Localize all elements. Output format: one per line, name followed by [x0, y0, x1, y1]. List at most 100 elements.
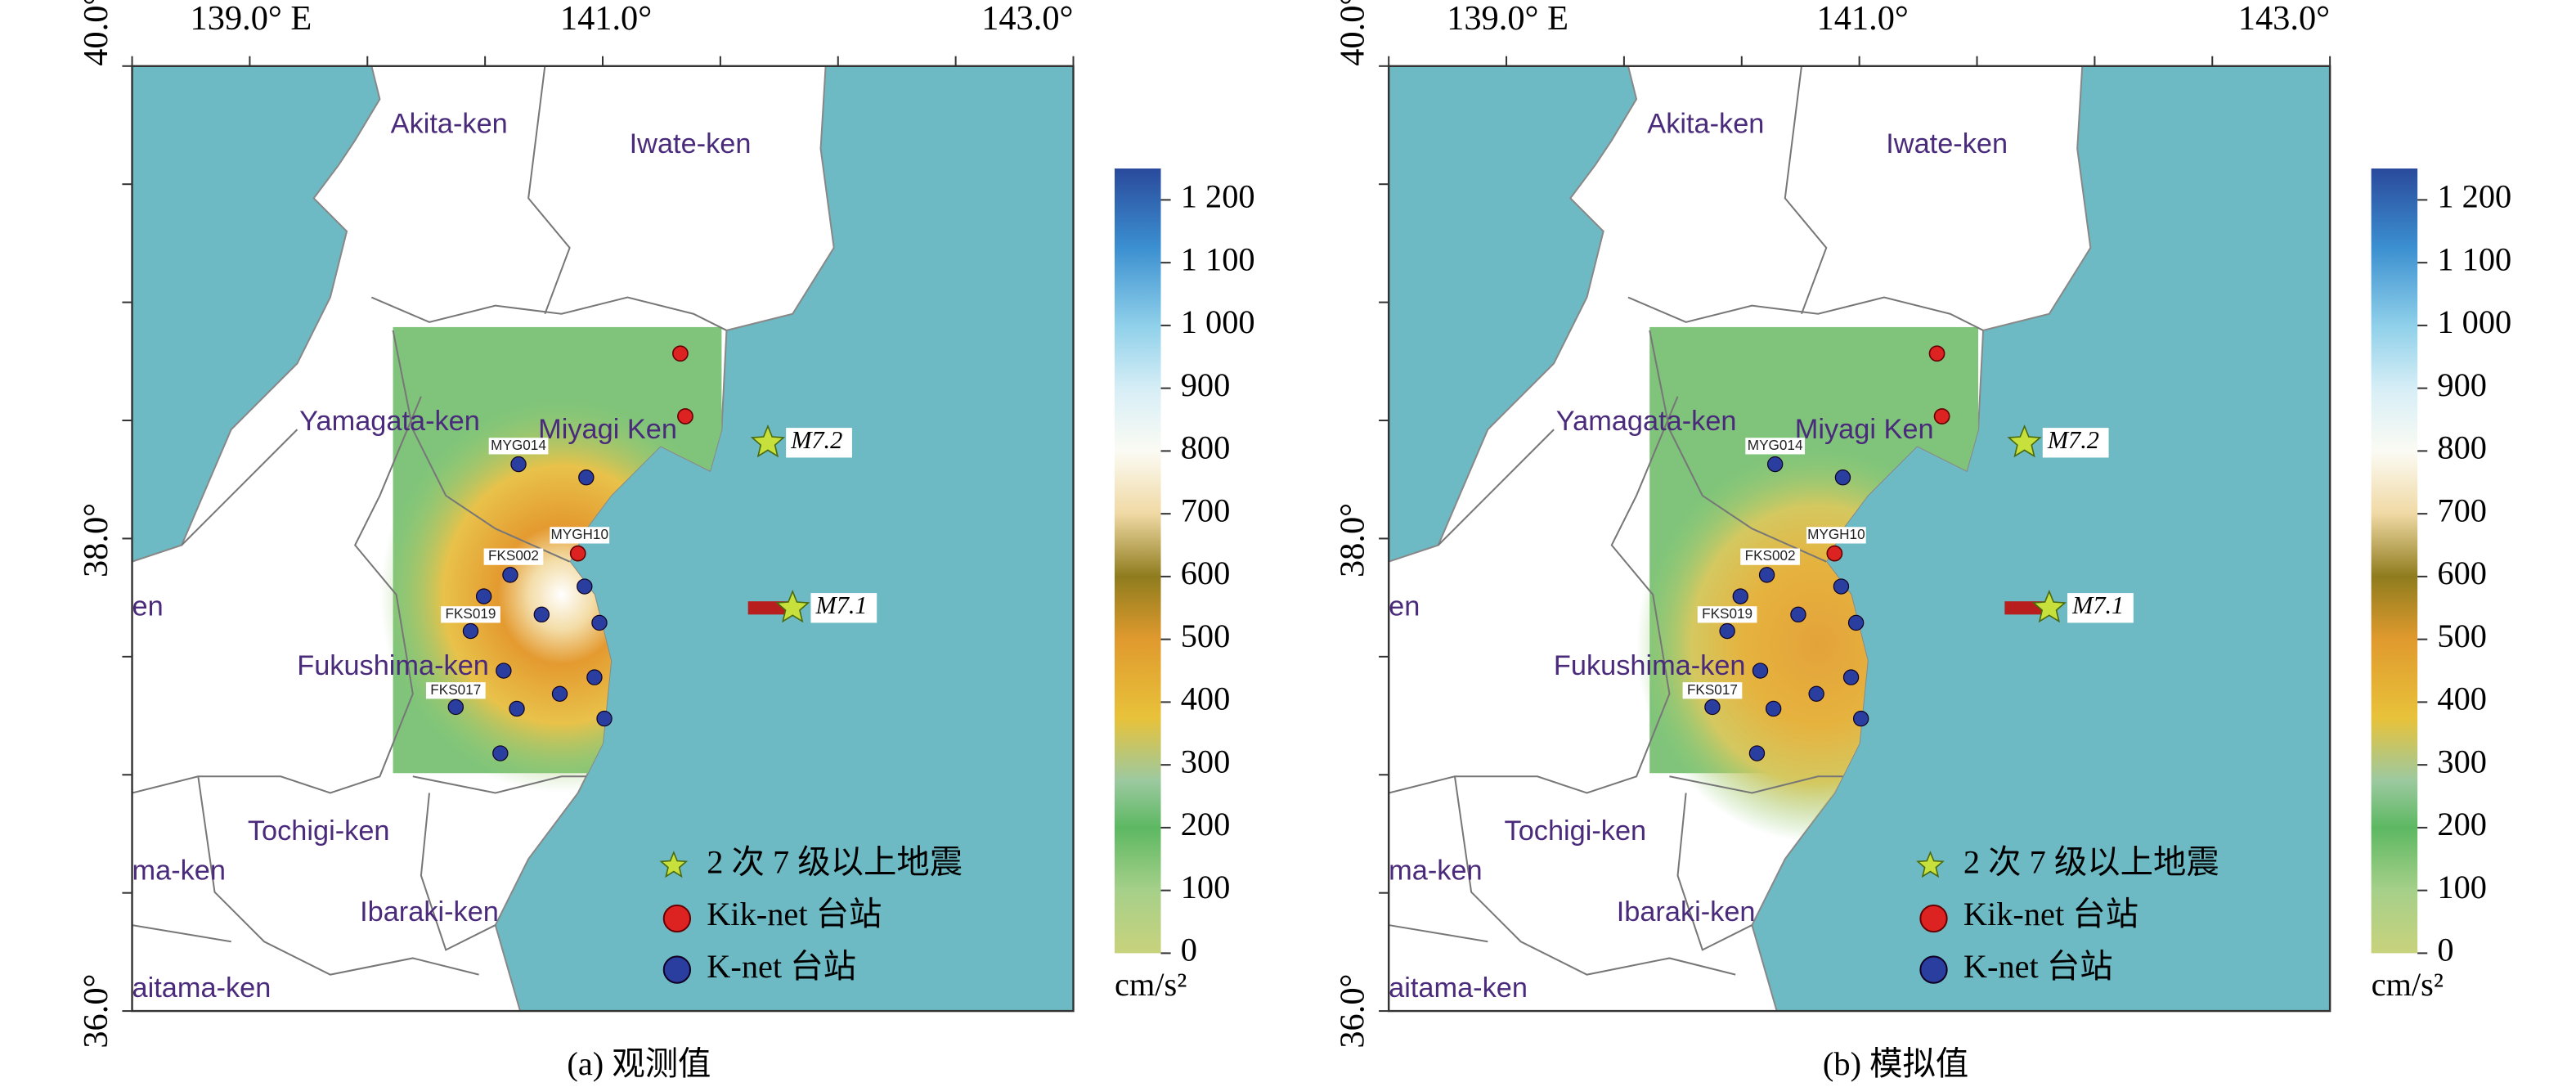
legend-label: K-net 台站	[707, 948, 856, 985]
station-label: FKS017	[430, 681, 481, 698]
prefecture-border	[1389, 396, 1679, 794]
station-label-box	[1740, 548, 1800, 565]
region-label: Iwate-ken	[1886, 128, 2008, 159]
station-label: MYG014	[491, 437, 546, 453]
legend-label: Kik-net 台站	[707, 896, 882, 932]
colorbar-label: 500	[2437, 618, 2487, 654]
prefecture-border	[370, 296, 727, 331]
colorbar	[2371, 168, 2418, 954]
station-label: FKS019	[1702, 605, 1752, 622]
k-net-station	[1765, 700, 1782, 717]
lat-label: 40.0° N	[77, 0, 115, 66]
colorbar-label: 1 000	[1181, 303, 1255, 340]
kik-net-station	[1826, 545, 1843, 562]
k-net-station	[1752, 663, 1769, 679]
earthquake-star	[750, 424, 786, 458]
legend-knet	[1919, 955, 1948, 984]
colorbar-label: 300	[2437, 743, 2487, 779]
station-label: FKS017	[1687, 681, 1738, 698]
colorbar-label: 0	[2437, 932, 2453, 968]
legend-label: 2 次 7 级以上地震	[707, 844, 963, 881]
prefecture-border	[412, 775, 586, 794]
station-label-box	[1697, 606, 1757, 623]
prefecture-border	[392, 330, 571, 563]
colorbar	[1114, 168, 1161, 954]
legend-kik	[662, 904, 692, 933]
colorbar-unit: cm/s²	[1115, 966, 1187, 1003]
colorbar-label: 500	[1181, 618, 1231, 654]
quake-label-box	[786, 428, 852, 458]
colorbar-label: 800	[2437, 429, 2487, 466]
colorbar-unit: cm/s²	[2372, 966, 2444, 1003]
colorbar-label: 600	[2437, 555, 2487, 591]
legend-label: K-net 台站	[1963, 948, 2113, 985]
lon-label: 139.0° E	[1447, 0, 1568, 38]
kik-net-station	[677, 408, 693, 424]
lon-label: 143.0°	[2238, 0, 2330, 38]
k-net-station	[1790, 606, 1806, 623]
quake-label: M7.2	[790, 426, 842, 454]
lat-label: 36.0°	[1334, 974, 1372, 1049]
region-label: Ibaraki-ken	[360, 896, 499, 928]
lat-label: 36.0°	[77, 974, 115, 1049]
k-net-station	[496, 663, 512, 679]
station-label-box	[550, 527, 610, 544]
region-label: Tochigi-ken	[248, 815, 390, 847]
k-net-station	[502, 567, 518, 583]
prefecture-border	[132, 924, 231, 943]
prefecture-border	[181, 429, 298, 546]
region-label: Akita-ken	[391, 109, 508, 140]
region-label: Fukushima-ken	[1554, 650, 1746, 681]
earthquake-star	[1916, 851, 1945, 878]
lon-label: 143.0°	[981, 0, 1073, 38]
colorbar-label: 100	[2437, 869, 2487, 905]
earthquake-star	[775, 589, 810, 623]
colorbar-label: 800	[1181, 429, 1231, 466]
lat-label: 38.0°	[77, 503, 115, 577]
k-net-station	[586, 669, 603, 685]
station-label: FKS002	[488, 547, 539, 564]
region-label: Miyagi Ken	[1795, 414, 1934, 445]
map: Akita-ken Iwate-ken Yamagata-ken Miyagi Ken…	[1389, 65, 2331, 1012]
k-net-station	[1833, 578, 1850, 595]
quake-label: M7.1	[815, 591, 868, 619]
earthquake-star	[659, 851, 689, 878]
colorbar-label: 100	[1181, 869, 1231, 905]
region-label: Iwate-ken	[630, 128, 752, 159]
colorbar-label: 900	[1181, 366, 1231, 403]
colorbar-label: 1 200	[1181, 178, 1255, 215]
colorbar-label: 900	[2437, 366, 2487, 403]
k-net-station	[1766, 456, 1784, 473]
prefecture-border	[1453, 776, 1736, 976]
prefecture-border	[1389, 924, 1488, 943]
prefecture-border	[1627, 296, 1984, 331]
quake-label-box	[2067, 593, 2134, 623]
lat-label: 40.0° N	[1334, 0, 1372, 66]
k-net-station	[533, 606, 550, 623]
region-label: Miyagi Ken	[538, 414, 677, 445]
k-net-station	[1808, 685, 1824, 702]
colorbar-label: 300	[1181, 743, 1231, 779]
legend-knet	[662, 955, 692, 984]
prefecture-border	[527, 65, 571, 315]
region-label: Akita-ken	[1647, 109, 1764, 140]
station-label-box	[441, 606, 500, 623]
prefecture-border	[1676, 793, 1752, 951]
region-label: aitama-ken	[1389, 972, 1528, 1004]
colorbar-label: 700	[2437, 492, 2487, 528]
legend-kik	[1919, 904, 1948, 933]
lon-label: 141.0°	[1817, 0, 1909, 38]
k-net-station	[591, 614, 608, 631]
k-net-station	[578, 469, 595, 486]
k-net-station	[1834, 469, 1851, 486]
prefecture-border	[1649, 330, 1827, 563]
quake-label: M7.1	[2071, 591, 2124, 619]
colorbar-label: 200	[2437, 806, 2487, 842]
caption: (a) 观测值	[567, 1045, 711, 1082]
k-net-station	[447, 698, 464, 716]
station-label-box	[1806, 527, 1866, 544]
prefecture-border	[197, 776, 479, 976]
region-label: ma-ken	[132, 855, 226, 886]
station-label-box	[425, 682, 486, 699]
kik-net-station	[569, 545, 586, 562]
